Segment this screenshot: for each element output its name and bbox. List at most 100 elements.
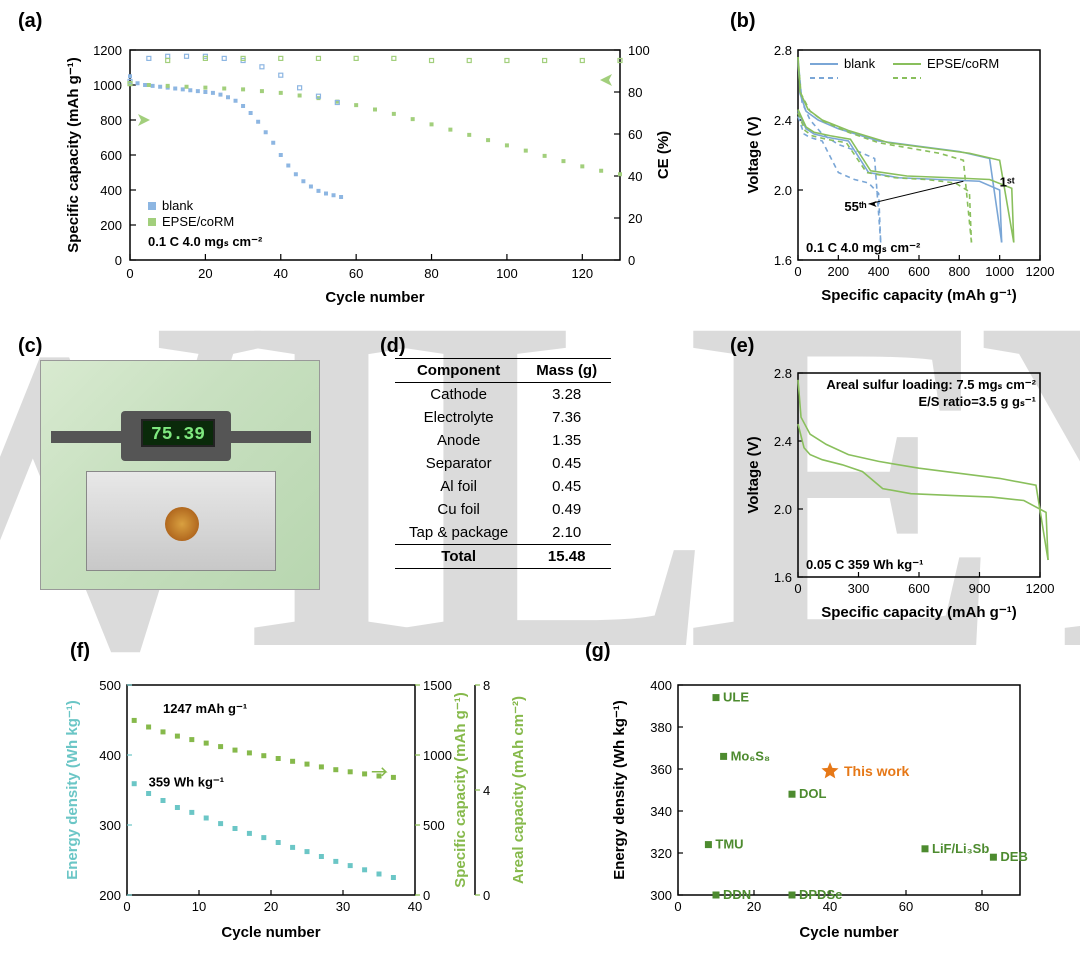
svg-text:60: 60 [628, 127, 642, 142]
svg-text:E/S ratio=3.5 g gₛ⁻¹: E/S ratio=3.5 g gₛ⁻¹ [918, 394, 1036, 409]
svg-text:Voltage (V): Voltage (V) [745, 436, 762, 513]
svg-text:0: 0 [423, 888, 430, 903]
svg-text:TMU: TMU [715, 837, 743, 852]
svg-text:120: 120 [571, 266, 593, 281]
svg-text:2.0: 2.0 [774, 183, 792, 198]
label-g: (g) [585, 640, 611, 663]
panel-e: 030060090012001.62.02.42.8Specific capac… [740, 355, 1060, 635]
svg-text:0: 0 [794, 581, 801, 596]
svg-text:100: 100 [496, 266, 518, 281]
svg-text:0.05 C 359 Wh kg⁻¹: 0.05 C 359 Wh kg⁻¹ [806, 557, 923, 572]
svg-text:Voltage (V): Voltage (V) [745, 116, 762, 193]
svg-text:This work: This work [844, 763, 910, 779]
caliper-reading: 75.39 [141, 419, 215, 447]
panel-g: 020406080300320340360380400Cycle numberE… [600, 665, 1050, 955]
svg-text:EPSE/coRM: EPSE/coRM [162, 214, 234, 229]
svg-text:80: 80 [628, 85, 642, 100]
svg-text:400: 400 [868, 264, 890, 279]
svg-text:0: 0 [123, 899, 130, 914]
svg-text:1200: 1200 [93, 43, 122, 58]
svg-text:0: 0 [674, 899, 681, 914]
svg-text:2.8: 2.8 [774, 366, 792, 381]
svg-text:359 Wh kg⁻¹: 359 Wh kg⁻¹ [149, 775, 225, 790]
svg-text:4: 4 [483, 783, 490, 798]
svg-text:Energy density (Wh kg⁻¹): Energy density (Wh kg⁻¹) [611, 700, 628, 880]
panel-d: ComponentMass (g)Cathode3.28Electrolyte7… [395, 358, 611, 569]
label-f: (f) [70, 640, 90, 663]
svg-text:Specific capacity (mAh g⁻¹): Specific capacity (mAh g⁻¹) [65, 57, 82, 252]
svg-text:800: 800 [100, 113, 122, 128]
svg-text:300: 300 [848, 581, 870, 596]
svg-text:blank: blank [844, 56, 876, 71]
svg-text:DEB: DEB [1000, 849, 1027, 864]
svg-text:1200: 1200 [1026, 581, 1055, 596]
svg-text:1000: 1000 [93, 78, 122, 93]
svg-text:900: 900 [969, 581, 991, 596]
svg-text:0.1 C 4.0 mgₛ cm⁻²: 0.1 C 4.0 mgₛ cm⁻² [148, 234, 263, 249]
svg-text:200: 200 [827, 264, 849, 279]
svg-text:380: 380 [650, 720, 672, 735]
panel-b: 0200400600800100012001.62.02.42.8Specifi… [740, 30, 1060, 320]
svg-text:500: 500 [99, 678, 121, 693]
svg-text:CE (%): CE (%) [655, 131, 672, 179]
svg-text:600: 600 [908, 581, 930, 596]
svg-text:8: 8 [483, 678, 490, 693]
svg-text:2.8: 2.8 [774, 43, 792, 58]
chart-b: 0200400600800100012001.62.02.42.8Specifi… [740, 30, 1060, 320]
chart-a: 0204060801001200200400600800100012000204… [60, 30, 690, 320]
svg-text:100: 100 [628, 43, 650, 58]
svg-text:60: 60 [349, 266, 363, 281]
svg-text:2.4: 2.4 [774, 113, 792, 128]
svg-text:80: 80 [975, 899, 989, 914]
svg-text:20: 20 [628, 211, 642, 226]
svg-text:55ᵗʰ: 55ᵗʰ [844, 199, 866, 214]
svg-text:DOL: DOL [799, 786, 827, 801]
svg-text:1500: 1500 [423, 678, 452, 693]
svg-text:200: 200 [100, 218, 122, 233]
svg-text:1.6: 1.6 [774, 253, 792, 268]
svg-text:80: 80 [424, 266, 438, 281]
svg-text:0: 0 [126, 266, 133, 281]
svg-text:60: 60 [899, 899, 913, 914]
svg-text:0: 0 [628, 253, 635, 268]
pouch-cell [86, 471, 276, 571]
chart-e: 030060090012001.62.02.42.8Specific capac… [740, 355, 1060, 635]
svg-text:1247 mAh g⁻¹: 1247 mAh g⁻¹ [163, 701, 247, 716]
svg-text:Cycle number: Cycle number [221, 924, 320, 941]
svg-text:0: 0 [483, 888, 490, 903]
svg-text:200: 200 [99, 888, 121, 903]
svg-text:Mo₆S₈: Mo₆S₈ [731, 748, 770, 763]
svg-text:800: 800 [948, 264, 970, 279]
mass-table: ComponentMass (g)Cathode3.28Electrolyte7… [395, 359, 611, 568]
svg-text:600: 600 [100, 148, 122, 163]
chart-f: 010203040200300400500050010001500048Cycl… [55, 665, 555, 955]
svg-text:1000: 1000 [423, 748, 452, 763]
panel-f: 010203040200300400500050010001500048Cycl… [55, 665, 555, 955]
svg-text:360: 360 [650, 762, 672, 777]
svg-text:Energy density (Wh kg⁻¹): Energy density (Wh kg⁻¹) [64, 700, 81, 880]
svg-text:40: 40 [274, 266, 288, 281]
svg-text:340: 340 [650, 804, 672, 819]
label-d: (d) [380, 335, 406, 358]
label-c: (c) [18, 335, 42, 358]
svg-text:1200: 1200 [1026, 264, 1055, 279]
svg-text:400: 400 [100, 183, 122, 198]
svg-text:400: 400 [650, 678, 672, 693]
svg-text:30: 30 [336, 899, 350, 914]
svg-text:0.1 C 4.0 mgₛ cm⁻²: 0.1 C 4.0 mgₛ cm⁻² [806, 240, 921, 255]
svg-text:40: 40 [628, 169, 642, 184]
svg-text:LiF/Li₃Sb: LiF/Li₃Sb [932, 841, 989, 856]
svg-text:300: 300 [650, 888, 672, 903]
svg-text:300: 300 [99, 818, 121, 833]
svg-text:600: 600 [908, 264, 930, 279]
panel-c: 75.39 [40, 360, 320, 590]
pouch-photo: 75.39 [40, 360, 320, 590]
svg-text:DPDSe: DPDSe [799, 887, 842, 902]
svg-text:20: 20 [198, 266, 212, 281]
svg-text:500: 500 [423, 818, 445, 833]
svg-text:400: 400 [99, 748, 121, 763]
svg-text:0: 0 [794, 264, 801, 279]
svg-text:10: 10 [192, 899, 206, 914]
svg-text:DDN: DDN [723, 887, 751, 902]
svg-text:Specific capacity (mAh g⁻¹): Specific capacity (mAh g⁻¹) [821, 604, 1016, 621]
